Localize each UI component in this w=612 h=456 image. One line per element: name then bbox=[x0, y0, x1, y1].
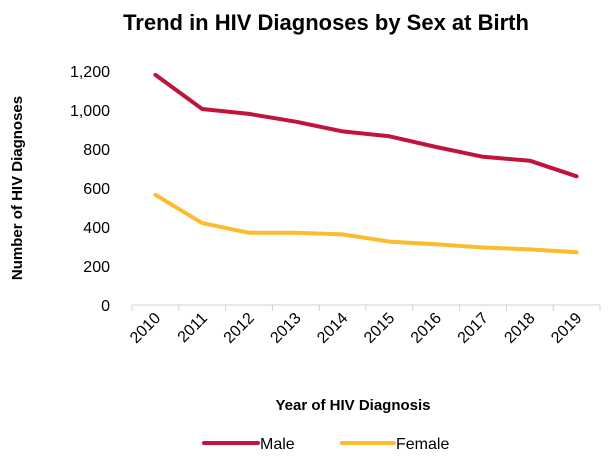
legend-label-male: Male bbox=[260, 436, 295, 453]
x-tick-label: 2013 bbox=[267, 310, 304, 347]
y-axis-title: Number of HIV Diagnoses bbox=[9, 96, 26, 280]
x-axis-ticks: 2010 2011 2012 2013 2014 2015 2016 2017 2018 2019 bbox=[127, 305, 601, 347]
x-tick-label: 2019 bbox=[548, 310, 585, 347]
legend-label-female: Female bbox=[396, 436, 449, 453]
x-tick-label: 2012 bbox=[221, 310, 258, 347]
x-tick-label: 2016 bbox=[408, 310, 445, 347]
y-tick-label: 600 bbox=[83, 181, 110, 198]
y-tick-label: 1,200 bbox=[70, 64, 110, 81]
series-line-female bbox=[153, 192, 579, 255]
series-lines bbox=[153, 72, 579, 255]
y-tick-label: 400 bbox=[83, 220, 110, 237]
x-tick-label: 2015 bbox=[361, 310, 398, 347]
y-axis-tick-labels: 0 200 400 600 800 1,000 1,200 bbox=[70, 64, 110, 315]
x-tick-label: 2014 bbox=[314, 310, 351, 347]
chart-title: Trend in HIV Diagnoses by Sex at Birth bbox=[123, 10, 529, 35]
y-tick-label: 1,000 bbox=[70, 103, 110, 120]
series-line-male bbox=[153, 72, 579, 179]
x-tick-label: 2011 bbox=[175, 310, 211, 346]
y-tick-label: 0 bbox=[101, 298, 110, 315]
x-tick-label: 2018 bbox=[501, 310, 538, 347]
y-tick-label: 200 bbox=[83, 259, 110, 276]
x-tick-label: 2017 bbox=[455, 310, 492, 347]
x-tick-label: 2010 bbox=[127, 310, 164, 347]
y-tick-label: 800 bbox=[83, 142, 110, 159]
legend: Male Female bbox=[202, 436, 449, 453]
x-axis-title: Year of HIV Diagnosis bbox=[275, 397, 430, 414]
